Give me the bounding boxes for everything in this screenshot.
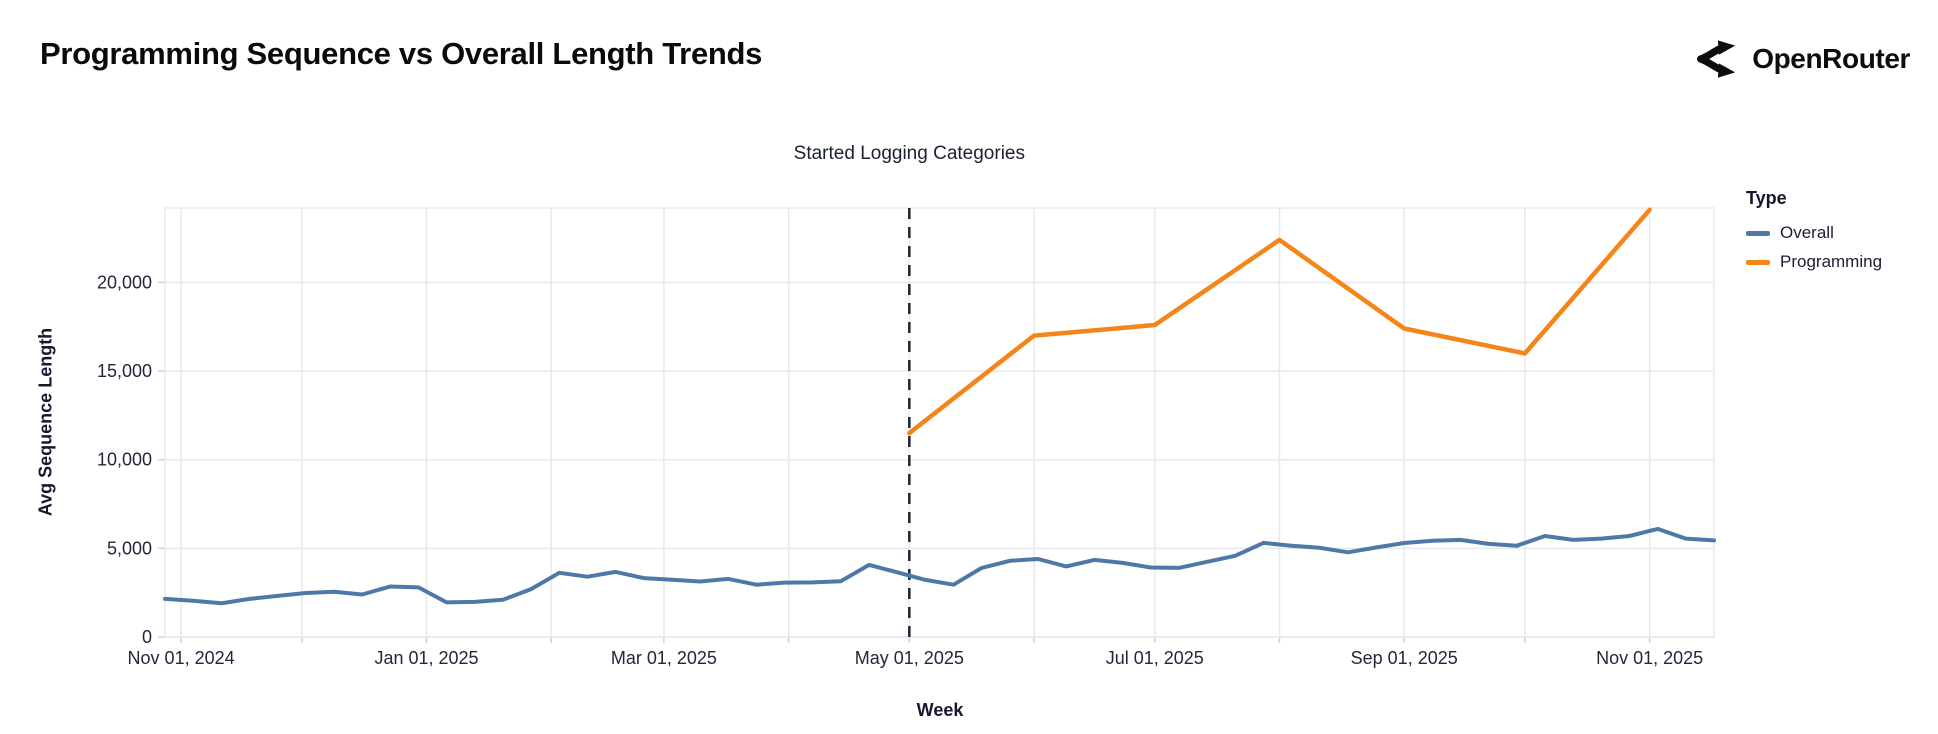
series-line-programming — [907, 207, 1652, 436]
legend-item-programming: Programming — [1746, 252, 1882, 272]
legend-swatch-overall — [1746, 230, 1770, 236]
x-tick-label: Nov 01, 2025 — [1596, 648, 1703, 668]
y-tick-label: 5,000 — [107, 538, 152, 558]
x-tick-label: Mar 01, 2025 — [611, 648, 717, 668]
legend-title: Type — [1746, 188, 1787, 208]
legend-item-overall: Overall — [1746, 223, 1882, 243]
legend-swatch-programming — [1746, 259, 1770, 265]
page-title: Programming Sequence vs Overall Length T… — [40, 36, 763, 71]
y-tick-label: 10,000 — [97, 450, 152, 470]
x-tick-label: May 01, 2025 — [855, 648, 964, 668]
x-tick-label: Nov 01, 2024 — [128, 648, 235, 668]
x-tick-label: Jan 01, 2025 — [374, 648, 478, 668]
x-tick-label: Jul 01, 2025 — [1106, 648, 1204, 668]
series-line-overall — [163, 526, 1716, 606]
brand: OpenRouter — [1693, 36, 1910, 82]
y-tick-label: 0 — [142, 627, 152, 647]
legend-label: Programming — [1780, 252, 1883, 271]
y-tick-label: 20,000 — [97, 272, 152, 292]
plot-area[interactable] — [164, 207, 1715, 638]
y-axis-title: Avg Sequence Length — [35, 327, 56, 517]
x-axis-title: Week — [916, 700, 964, 720]
brand-name: OpenRouter — [1752, 43, 1910, 74]
openrouter-logo-icon — [1697, 40, 1736, 78]
y-tick-label: 15,000 — [97, 361, 152, 381]
legend-label: Overall — [1780, 223, 1834, 242]
x-tick-label: Sep 01, 2025 — [1351, 648, 1458, 668]
legend: Type Overall Programming — [1746, 188, 1882, 281]
annotation-label: Started Logging Categories — [794, 143, 1025, 164]
